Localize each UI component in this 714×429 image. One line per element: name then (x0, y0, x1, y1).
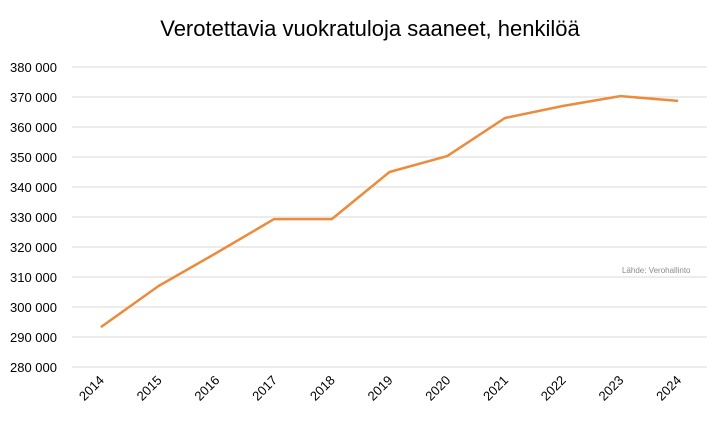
y-tick-label: 380 000 (10, 60, 57, 75)
y-tick-label: 300 000 (10, 300, 57, 315)
x-tick-label: 2017 (249, 373, 280, 404)
y-tick-label: 360 000 (10, 120, 57, 135)
y-tick-label: 370 000 (10, 90, 57, 105)
x-tick-label: 2018 (307, 373, 338, 404)
chart-title: Verotettavia vuokratuloja saaneet, henki… (160, 16, 580, 41)
y-tick-label: 290 000 (10, 330, 57, 345)
y-tick-label: 280 000 (10, 360, 57, 375)
x-tick-label: 2020 (422, 373, 453, 404)
x-tick-label: 2024 (653, 373, 684, 404)
x-tick-label: 2023 (595, 373, 626, 404)
y-tick-label: 350 000 (10, 150, 57, 165)
source-note: Lähde: Verohallinto (622, 266, 691, 275)
x-tick-label: 2016 (191, 373, 222, 404)
y-tick-label: 340 000 (10, 180, 57, 195)
x-tick-label: 2019 (365, 373, 396, 404)
x-tick-label: 2022 (538, 373, 569, 404)
y-tick-label: 310 000 (10, 270, 57, 285)
x-tick-label: 2021 (480, 373, 511, 404)
x-tick-label: 2014 (76, 373, 107, 404)
x-tick-label: 2015 (134, 373, 165, 404)
y-tick-label: 320 000 (10, 240, 57, 255)
line (100, 94, 679, 329)
y-tick-label: 330 000 (10, 210, 57, 225)
